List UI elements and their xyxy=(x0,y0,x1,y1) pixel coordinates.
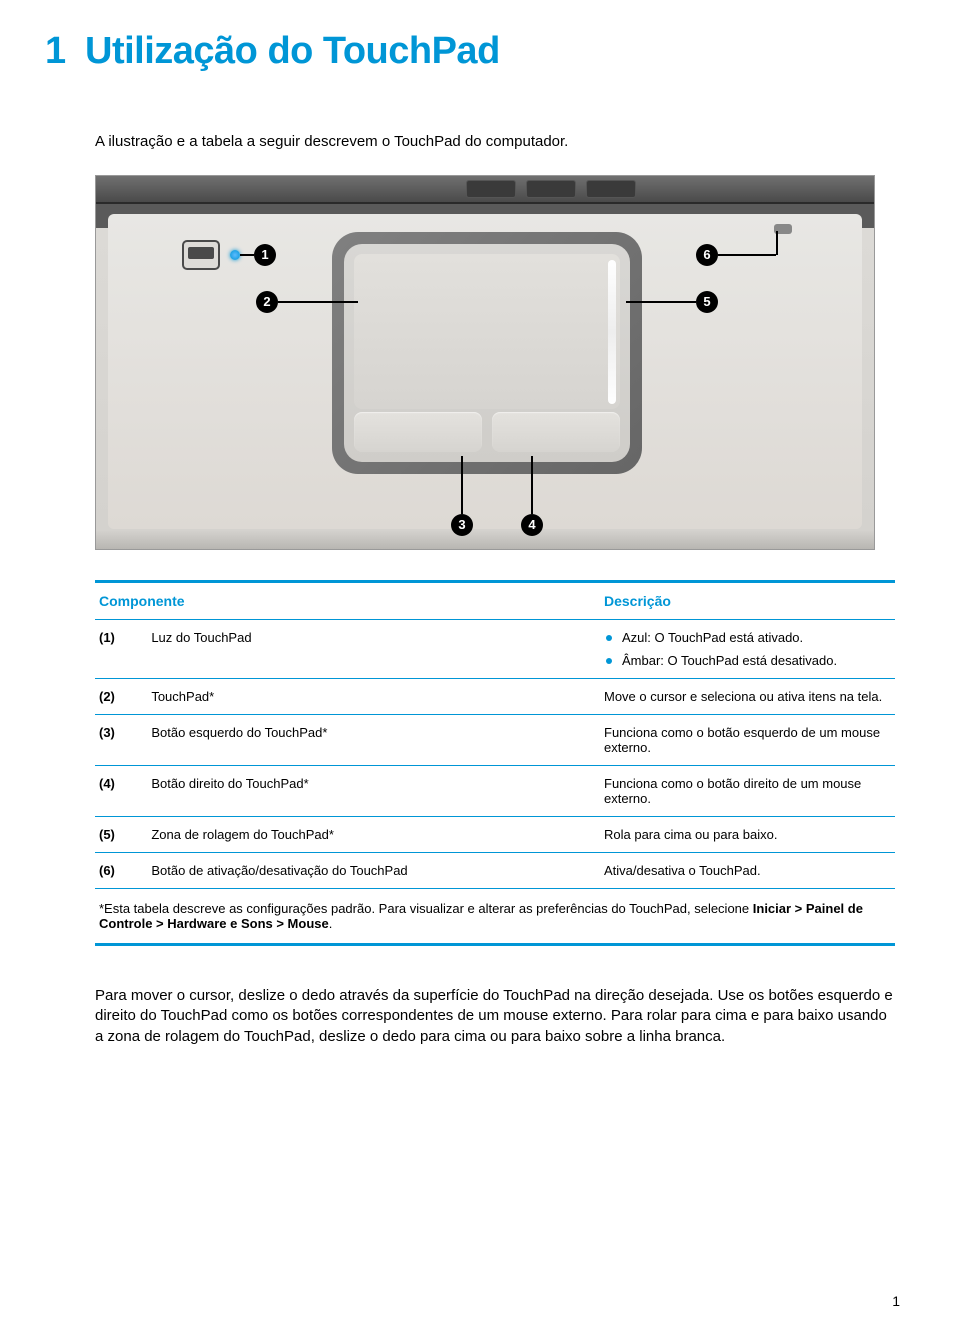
footnote-pre: *Esta tabela descreve as configurações p… xyxy=(99,901,753,916)
chapter-title-text: Utilização do TouchPad xyxy=(85,30,500,72)
touchpad-left-button-graphic xyxy=(354,412,482,452)
table-footnote: *Esta tabela descreve as configurações p… xyxy=(95,889,895,945)
row-description: Ativa/desativa o TouchPad. xyxy=(600,853,895,889)
callout-4: 4 xyxy=(521,514,543,536)
table-row: (2) TouchPad* Move o cursor e seleciona … xyxy=(95,679,895,715)
callout-line xyxy=(718,254,776,256)
callout-1: 1 xyxy=(254,244,276,266)
callout-line xyxy=(531,456,533,514)
table-row: (4) Botão direito do TouchPad* Funciona … xyxy=(95,766,895,817)
row-description: Rola para cima ou para baixo. xyxy=(600,817,895,853)
callout-2: 2 xyxy=(256,291,278,313)
row-component: TouchPad* xyxy=(147,679,600,715)
row-number: (5) xyxy=(95,817,147,853)
callout-line xyxy=(240,254,254,256)
row-component: Zona de rolagem do TouchPad* xyxy=(147,817,600,853)
row-number: (1) xyxy=(95,620,147,679)
table-body: (1) Luz do TouchPad Azul: O TouchPad est… xyxy=(95,620,895,945)
list-item: Âmbar: O TouchPad está desativado. xyxy=(604,653,887,668)
row-number: (2) xyxy=(95,679,147,715)
touchpad-well xyxy=(332,232,642,474)
callout-5: 5 xyxy=(696,291,718,313)
touchpad-right-button-graphic xyxy=(492,412,620,452)
touchpad-led-icon xyxy=(230,250,240,260)
table-header-row: Componente Descrição xyxy=(95,582,895,620)
component-table: Componente Descrição (1) Luz do TouchPad… xyxy=(95,580,895,946)
callout-line xyxy=(626,301,696,303)
chapter-number: 1 xyxy=(45,30,85,73)
callout-line xyxy=(776,231,778,255)
row-component: Botão direito do TouchPad* xyxy=(147,766,600,817)
intro-paragraph: A ilustração e a tabela a seguir descrev… xyxy=(95,133,900,150)
keyboard-key xyxy=(526,180,576,198)
list-item: Azul: O TouchPad está ativado. xyxy=(604,630,887,645)
row-number: (4) xyxy=(95,766,147,817)
footnote-post: . xyxy=(329,916,333,931)
header-component: Componente xyxy=(95,582,600,620)
header-description: Descrição xyxy=(600,582,895,620)
keyboard-edge xyxy=(96,176,874,204)
row-component: Luz do TouchPad xyxy=(147,620,600,679)
callout-line xyxy=(278,301,358,303)
table-row: (3) Botão esquerdo do TouchPad* Funciona… xyxy=(95,715,895,766)
row-number: (6) xyxy=(95,853,147,889)
row-description: Azul: O TouchPad está ativado. Âmbar: O … xyxy=(600,620,895,679)
touchpad-inner xyxy=(344,244,630,462)
page-number: 1 xyxy=(892,1293,900,1309)
callout-3: 3 xyxy=(451,514,473,536)
table-footnote-row: *Esta tabela descreve as configurações p… xyxy=(95,889,895,945)
row-number: (3) xyxy=(95,715,147,766)
row-description: Move o cursor e seleciona ou ativa itens… xyxy=(600,679,895,715)
row-component: Botão de ativação/desativação do TouchPa… xyxy=(147,853,600,889)
scroll-zone xyxy=(608,260,616,404)
callout-line xyxy=(461,456,463,514)
touchpad-surface xyxy=(354,254,620,409)
table-row: (1) Luz do TouchPad Azul: O TouchPad est… xyxy=(95,620,895,679)
display-icon xyxy=(182,240,220,270)
row-description: Funciona como o botão direito de um mous… xyxy=(600,766,895,817)
chapter-title: 1Utilização do TouchPad xyxy=(45,30,900,73)
row-component: Botão esquerdo do TouchPad* xyxy=(147,715,600,766)
table-row: (5) Zona de rolagem do TouchPad* Rola pa… xyxy=(95,817,895,853)
touchpad-illustration: 1 2 3 4 5 6 xyxy=(95,175,875,550)
table-row: (6) Botão de ativação/desativação do Tou… xyxy=(95,853,895,889)
callout-6: 6 xyxy=(696,244,718,266)
description-list: Azul: O TouchPad está ativado. Âmbar: O … xyxy=(604,630,887,668)
keyboard-key xyxy=(586,180,636,198)
body-paragraph: Para mover o cursor, deslize o dedo atra… xyxy=(95,986,895,1047)
row-description: Funciona como o botão esquerdo de um mou… xyxy=(600,715,895,766)
keyboard-key xyxy=(466,180,516,198)
